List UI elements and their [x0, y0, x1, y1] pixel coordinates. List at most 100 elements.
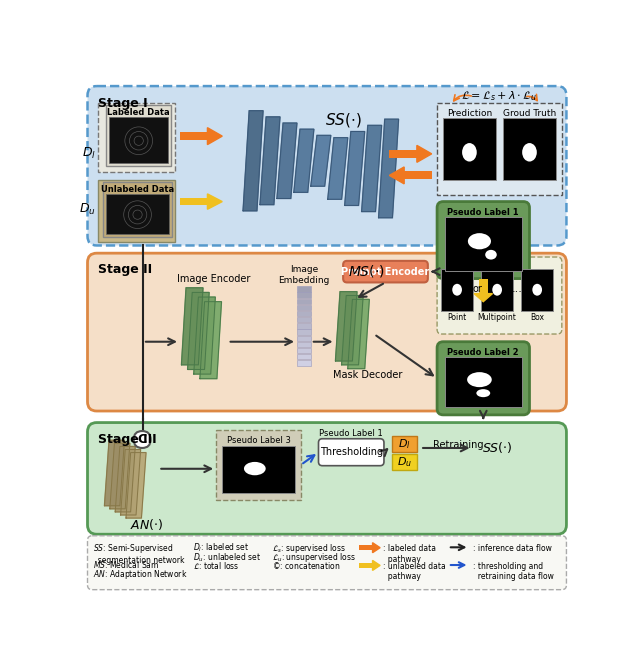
Bar [297, 360, 311, 366]
Bar [180, 198, 207, 205]
Text: $\mathcal{L}$: total loss: $\mathcal{L}$: total loss [193, 560, 239, 571]
Bar [297, 342, 311, 347]
Bar [297, 317, 311, 322]
Polygon shape [110, 444, 130, 509]
FancyBboxPatch shape [87, 253, 567, 411]
Text: $\mathcal{L}_u$: unsupervised loss: $\mathcal{L}_u$: unsupervised loss [272, 551, 357, 564]
FancyBboxPatch shape [318, 439, 384, 466]
Bar [297, 286, 311, 292]
Text: or: or [472, 284, 482, 294]
Text: $MS$: Medical Sam: $MS$: Medical Sam [93, 559, 160, 570]
FancyBboxPatch shape [437, 342, 530, 415]
Bar [216, 430, 300, 500]
Text: $D_l$: $D_l$ [398, 438, 411, 451]
Text: Pseudo Label 2: Pseudo Label 2 [447, 348, 519, 357]
Text: $SS$: Semi-Supervised
  segmentation network: $SS$: Semi-Supervised segmentation netwo… [93, 542, 184, 565]
Bar [404, 171, 432, 179]
Ellipse shape [467, 372, 492, 387]
Polygon shape [207, 194, 222, 209]
Ellipse shape [468, 233, 491, 249]
Bar [437, 103, 562, 195]
Text: Image
Embedding: Image Embedding [278, 265, 330, 285]
Ellipse shape [532, 284, 542, 296]
Text: Labeled Data: Labeled Data [107, 108, 170, 117]
Text: Prompt Encoder: Prompt Encoder [341, 266, 429, 276]
Text: Pseudo Label 1: Pseudo Label 1 [319, 429, 383, 438]
Bar [98, 103, 175, 172]
Bar [479, 278, 487, 294]
Ellipse shape [452, 284, 462, 296]
Text: $\mathcal{L}_s$: supervised loss: $\mathcal{L}_s$: supervised loss [272, 542, 346, 555]
Text: : thresholding and
  retraining data flow: : thresholding and retraining data flow [473, 562, 553, 581]
Bar [503, 119, 556, 180]
Bar [297, 354, 311, 360]
Polygon shape [121, 450, 140, 515]
Polygon shape [105, 440, 124, 505]
Bar [98, 180, 175, 242]
Polygon shape [126, 453, 146, 518]
Polygon shape [417, 145, 432, 163]
Text: Unlabeled Data: Unlabeled Data [101, 184, 174, 194]
Polygon shape [345, 131, 365, 205]
Bar [222, 446, 295, 494]
Polygon shape [389, 167, 404, 184]
Polygon shape [362, 125, 382, 212]
FancyBboxPatch shape [87, 422, 567, 534]
Polygon shape [243, 111, 263, 211]
Text: : unlabeled data
  pathway: : unlabeled data pathway [383, 562, 446, 581]
Text: Stage I: Stage I [98, 97, 148, 110]
Text: Multipoint: Multipoint [478, 313, 517, 322]
Bar [359, 545, 373, 550]
Text: $SS(\cdot)$: $SS(\cdot)$ [482, 440, 512, 456]
Bar [392, 436, 417, 452]
Polygon shape [194, 297, 215, 374]
Text: $AN$: Adaptation Network: $AN$: Adaptation Network [93, 568, 188, 581]
Polygon shape [474, 294, 493, 302]
Bar [445, 217, 522, 271]
FancyBboxPatch shape [134, 431, 151, 448]
Bar [359, 563, 373, 568]
Bar [103, 182, 172, 237]
Polygon shape [348, 300, 369, 369]
Text: $D_u$: $D_u$ [397, 455, 412, 469]
Ellipse shape [462, 143, 477, 162]
Bar [445, 357, 522, 407]
Text: Box: Box [530, 313, 544, 322]
Polygon shape [373, 543, 380, 553]
Text: : inference data flow: : inference data flow [473, 544, 551, 553]
Polygon shape [336, 292, 357, 361]
Text: ...: ... [512, 284, 523, 294]
Text: $D_u$: $D_u$ [79, 202, 96, 217]
Text: $\copyright$: concatenation: $\copyright$: concatenation [272, 560, 341, 571]
Text: $SS(\cdot)$: $SS(\cdot)$ [325, 111, 362, 129]
Text: $AN(\cdot)$: $AN(\cdot)$ [130, 517, 163, 532]
Text: Retraining: Retraining [433, 440, 484, 450]
Text: $D_l$: labeled set: $D_l$: labeled set [193, 542, 249, 554]
Bar [481, 268, 514, 311]
Bar [297, 323, 311, 328]
FancyBboxPatch shape [437, 202, 530, 278]
Polygon shape [341, 296, 363, 365]
Bar [297, 292, 311, 298]
Polygon shape [294, 129, 314, 192]
Ellipse shape [522, 143, 537, 162]
Ellipse shape [477, 389, 490, 397]
Polygon shape [373, 560, 380, 570]
Polygon shape [260, 117, 280, 204]
Polygon shape [188, 292, 209, 370]
Text: Pseudo Label 3: Pseudo Label 3 [226, 436, 290, 446]
Bar [109, 117, 168, 163]
FancyBboxPatch shape [343, 261, 428, 282]
Bar [389, 150, 417, 158]
Text: Groud Truth: Groud Truth [503, 109, 556, 118]
Bar [297, 305, 311, 310]
Ellipse shape [244, 462, 265, 476]
Text: $D_l$: $D_l$ [82, 145, 96, 161]
Text: C: C [138, 433, 147, 446]
Text: Stage III: Stage III [98, 433, 157, 446]
Text: Pseudo Label 1: Pseudo Label 1 [447, 208, 519, 216]
Bar [521, 268, 553, 311]
Text: $D_u$: unlabeled set: $D_u$: unlabeled set [193, 551, 261, 563]
Bar [297, 348, 311, 353]
Bar [297, 311, 311, 316]
